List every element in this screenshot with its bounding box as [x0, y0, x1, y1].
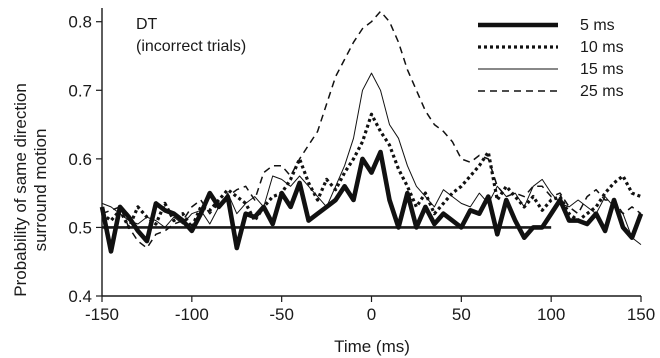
x-tick-label: 50 — [452, 305, 471, 324]
y-axis-title: Probability of same direction surround m… — [11, 83, 50, 297]
x-axis-title: Time (ms) — [334, 337, 410, 356]
series-line — [101, 112, 642, 229]
y-axis-title-line-2: surround motion — [31, 129, 50, 252]
y-tick-label: 0.7 — [68, 81, 92, 100]
series-line — [101, 10, 642, 249]
series-line — [99, 149, 644, 254]
annotation-line-2: (incorrect trials) — [136, 38, 246, 55]
legend-label: 5 ms — [580, 17, 615, 34]
x-tick-label: 150 — [627, 305, 655, 324]
legend: 5 ms 10 ms 15 ms 25 ms — [478, 17, 624, 100]
y-tick-label: 0.6 — [68, 150, 92, 169]
y-tick-label: 0.5 — [68, 218, 92, 237]
y-axis-title-line-1: Probability of same direction — [11, 83, 30, 297]
axes: 0.4 0.5 0.6 0.7 0.8 -150 -100 -50 0 50 100 150 — [68, 8, 655, 324]
series-line — [101, 72, 642, 245]
series-group — [99, 10, 644, 254]
x-tick-label: -100 — [175, 305, 209, 324]
legend-label: 10 ms — [580, 39, 624, 56]
x-tick-label: -50 — [269, 305, 294, 324]
y-tick-label: 0.4 — [68, 287, 92, 306]
x-tick-label: -150 — [85, 305, 119, 324]
legend-label: 25 ms — [580, 83, 624, 100]
x-tick-label: 100 — [537, 305, 565, 324]
y-tick-label: 0.8 — [68, 13, 92, 32]
legend-label: 15 ms — [580, 61, 624, 78]
annotation: DT (incorrect trials) — [136, 16, 246, 55]
annotation-line-1: DT — [136, 16, 158, 33]
x-tick-label: 0 — [367, 305, 376, 324]
